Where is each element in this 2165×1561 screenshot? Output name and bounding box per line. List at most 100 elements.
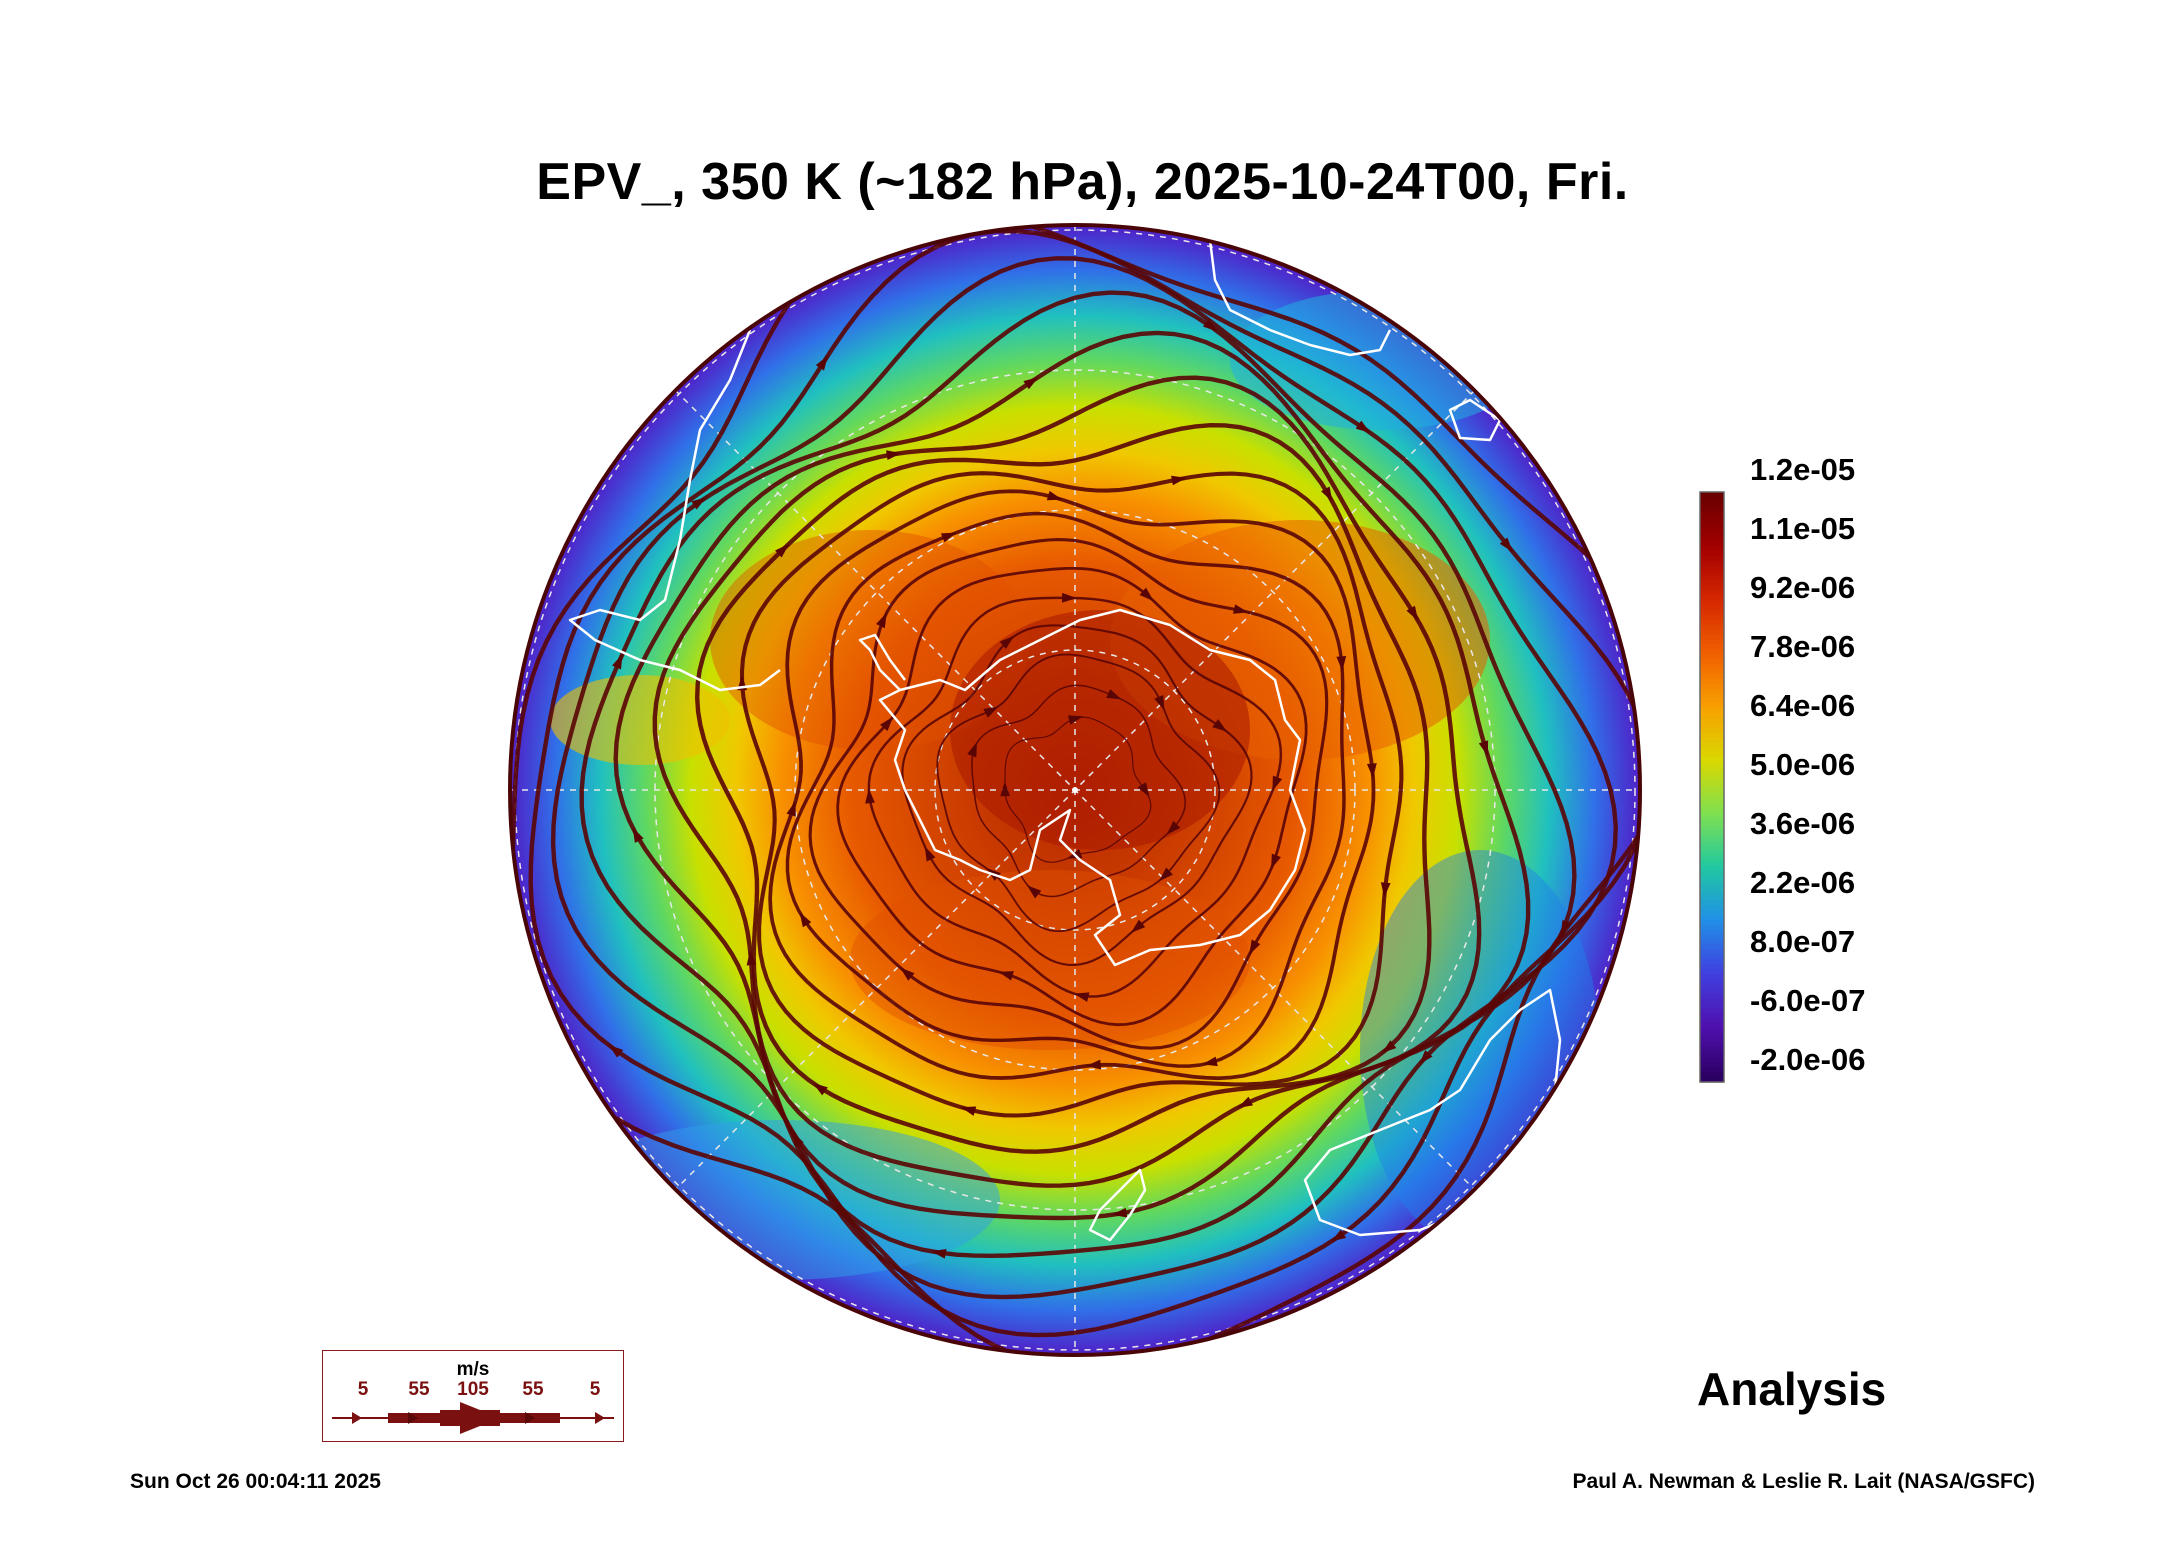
wind-streamlines: [510, 225, 1681, 1355]
colorbar-segment: [1700, 801, 1724, 808]
colorbar-segment: [1700, 1023, 1724, 1029]
colorbar-segment: [1700, 610, 1724, 616]
colorbar-segment: [1700, 693, 1724, 700]
map-boundary: [508, 223, 1642, 1357]
streamline-arrow: [786, 801, 796, 817]
streamline-arrow: [880, 716, 894, 732]
colorbar-segment: [1700, 1072, 1724, 1078]
streamline: [694, 422, 1432, 1154]
streamline-arrow: [1381, 1040, 1397, 1054]
streamline: [613, 330, 1531, 1221]
colorbar-segment: [1700, 501, 1724, 508]
colorbar-segment: [1700, 634, 1724, 641]
streamline-arrow: [1067, 715, 1084, 725]
streamline-arrow: [1111, 1207, 1128, 1218]
streamline-arrow: [1673, 701, 1681, 714]
streamline-arrow: [1202, 1056, 1218, 1067]
colorbar-segment: [1700, 600, 1724, 606]
colorbar-segment: [1700, 742, 1724, 749]
colorbar-segment: [1700, 919, 1724, 926]
colorbar-segment: [1700, 973, 1724, 980]
colorbar-segment: [1700, 728, 1724, 734]
colorbar-segment: [1700, 821, 1724, 827]
colorbar-segment: [1700, 669, 1724, 675]
streamline-arrow: [1023, 377, 1039, 390]
streamline-arrow: [1249, 939, 1261, 955]
colorbar-segment: [1700, 629, 1724, 636]
colorbar-segment: [1700, 678, 1724, 685]
streamline-arrow: [998, 971, 1014, 981]
streamline-arrow: [792, 1131, 804, 1148]
streamline-arrow: [1171, 475, 1187, 486]
colorbar-segment: [1700, 565, 1724, 572]
streamline-arrow: [612, 653, 623, 670]
colorbar-segment: [1700, 978, 1724, 985]
madagascar-coastline: [1448, 398, 1502, 442]
colorbar-segment: [1700, 551, 1724, 557]
colorbar-segment: [1700, 703, 1724, 709]
streamline-arrow: [1061, 592, 1077, 603]
colorbar-segment: [1700, 949, 1724, 955]
colorbar-segment: [1700, 777, 1724, 783]
colorbar-segment: [1700, 605, 1724, 611]
colorbar-segment: [1700, 526, 1724, 532]
colorbar-segment: [1700, 639, 1724, 646]
colorbar-segment: [1700, 1013, 1724, 1019]
colorbar-tick: -2.0e-06: [1750, 1042, 1866, 1077]
colorbar-segment: [1700, 683, 1724, 690]
credit-line: Paul A. Newman & Leslie R. Lait (NASA/GS…: [1572, 1470, 2035, 1493]
colorbar-segment: [1700, 624, 1724, 631]
streamline-arrow: [1499, 537, 1513, 552]
south-america-coastline: [568, 329, 781, 692]
colorbar-segment: [1700, 732, 1724, 739]
streamline-arrow: [1419, 1050, 1433, 1065]
colorbar-segment: [1700, 875, 1724, 882]
colorbar-segment: [1700, 546, 1724, 552]
colorbar-segment: [1700, 1077, 1724, 1083]
streamline: [550, 256, 1619, 1300]
streamline-arrow: [1086, 1059, 1102, 1070]
colorbar-segment: [1700, 718, 1724, 724]
colorbar-segment: [1700, 988, 1724, 995]
colorbar-segment: [1700, 1032, 1724, 1039]
colorbar-segment: [1700, 1003, 1724, 1009]
colorbar-segment: [1700, 890, 1724, 896]
colorbar-segment: [1700, 723, 1724, 729]
colorbar-segment: [1700, 954, 1724, 960]
wind-legend-speed: 55: [522, 1379, 544, 1400]
streamline-arrow: [1148, 1351, 1164, 1355]
colorbar-segment: [1700, 1027, 1724, 1034]
africa-coastline: [1208, 239, 1392, 357]
streamline-arrow: [1355, 420, 1371, 434]
new-zealand-coastline: [1088, 1168, 1147, 1242]
streamline-arrow: [886, 450, 902, 460]
wind-legend-speed: 5: [589, 1379, 601, 1400]
colorbar-segment: [1700, 791, 1724, 798]
colorbar-segment: [1700, 570, 1724, 577]
colorbar-segment: [1700, 855, 1724, 862]
streamline: [652, 375, 1482, 1188]
colorbar-segment: [1700, 959, 1724, 965]
colorbar-segment: [1700, 850, 1724, 857]
colorbar-segment: [1700, 909, 1724, 916]
colorbar-segment: [1700, 841, 1724, 847]
colorbar-segment: [1700, 590, 1724, 596]
colorbar-segment: [1700, 516, 1724, 523]
colorbar-segment: [1700, 644, 1724, 650]
colorbar-segment: [1700, 595, 1724, 601]
colorbar-segment: [1700, 826, 1724, 832]
colorbar-segment: [1700, 934, 1724, 941]
colorbar-tick: 8.0e-07: [1750, 924, 1856, 959]
colorbar-segment: [1700, 585, 1724, 591]
streamline-arrow: [691, 497, 707, 510]
colorbar-segment: [1700, 536, 1724, 542]
colorbar-segment: [1700, 521, 1724, 528]
colorbar-segment: [1700, 619, 1724, 626]
streamline-arrow: [1073, 992, 1090, 1002]
colorbar-segment: [1700, 560, 1724, 567]
timestamp: Sun Oct 26 00:04:11 2025: [130, 1470, 381, 1493]
colorbar-segment: [1700, 1067, 1724, 1073]
map-title: EPV_, 350 K (~182 hPa), 2025-10-24T00, F…: [536, 153, 1629, 211]
colorbar-segment: [1700, 782, 1724, 788]
